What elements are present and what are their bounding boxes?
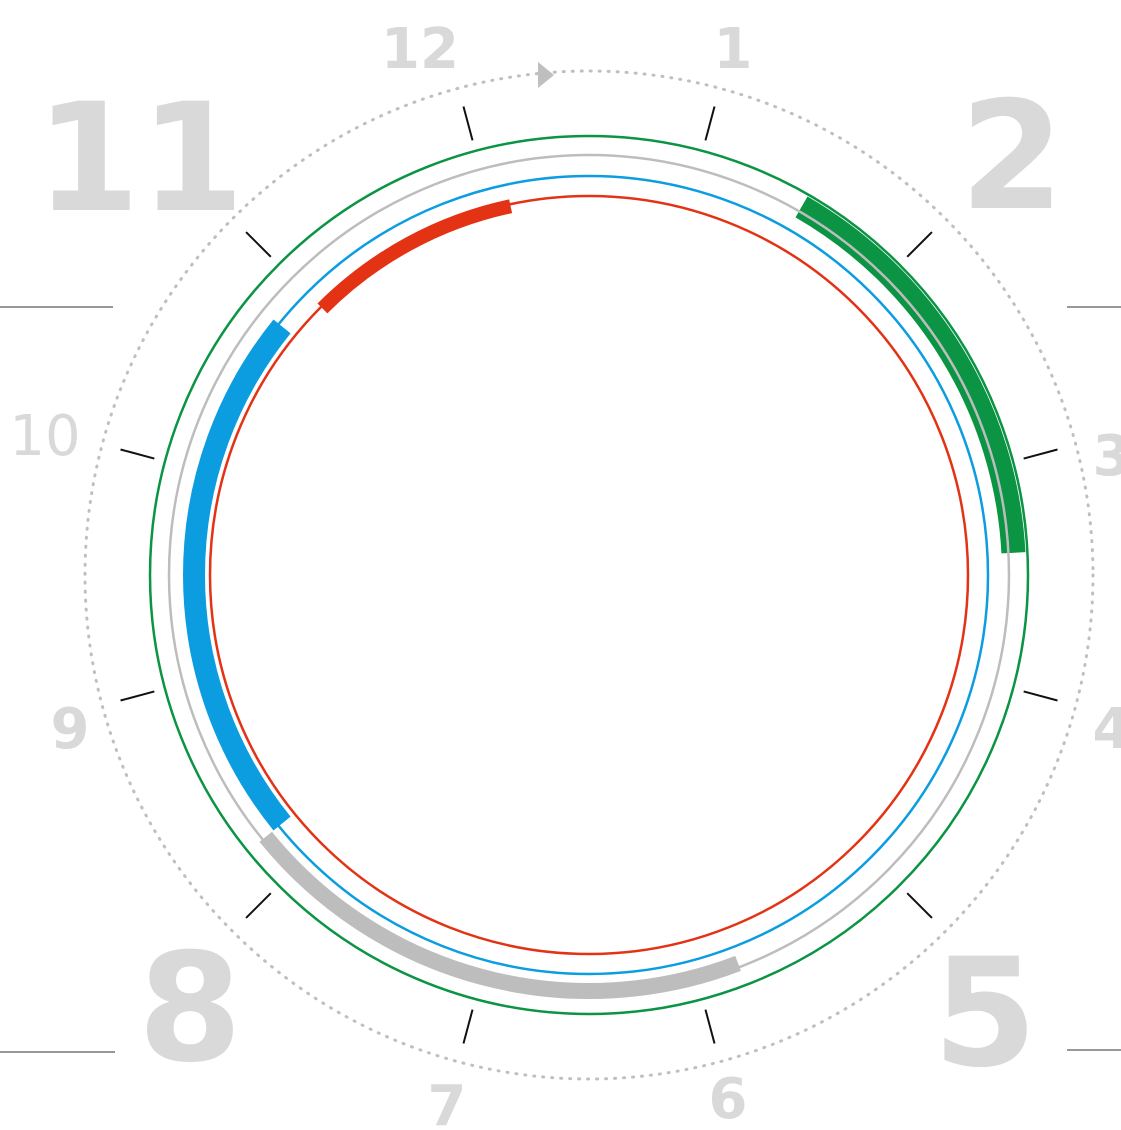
- tick-mark: [462, 106, 474, 141]
- hour-number-2: 2: [960, 70, 1064, 244]
- hour-number-8: 8: [138, 922, 242, 1096]
- hour-number-10: 10: [9, 404, 80, 469]
- hour-number-9: 9: [51, 697, 90, 762]
- hour-number-11: 11: [36, 72, 245, 246]
- red-ring: [208, 194, 970, 956]
- tick-mark: [245, 231, 272, 258]
- tick-mark: [704, 106, 716, 141]
- hour-number-6: 6: [709, 1067, 748, 1130]
- hour-number-5: 5: [933, 927, 1037, 1101]
- blue-ring-arc: [183, 319, 291, 831]
- hour-number-1: 1: [714, 17, 753, 82]
- tick-mark: [704, 1009, 716, 1044]
- tick-mark: [906, 892, 933, 919]
- hour-number-12: 12: [381, 17, 459, 82]
- tick-mark: [906, 231, 933, 258]
- hour-number-4: 4: [1093, 697, 1121, 762]
- dotted-track: [83, 69, 1095, 1081]
- blue-ring: [188, 174, 990, 976]
- tick-mark: [120, 448, 155, 460]
- green-ring-arc: [795, 196, 1026, 554]
- tick-mark: [1023, 690, 1058, 702]
- tick-mark: [1023, 448, 1058, 460]
- rings: [148, 134, 1030, 1016]
- tick-mark: [462, 1009, 474, 1044]
- tick-mark: [245, 892, 272, 919]
- hour-number-3: 3: [1093, 424, 1121, 489]
- play-arrow-icon: [538, 62, 554, 88]
- tick-mark: [120, 690, 155, 702]
- hour-ticks: [120, 106, 1058, 1044]
- hour-number-7: 7: [428, 1074, 467, 1130]
- green-ring: [148, 134, 1030, 1016]
- gray-ring-arc: [259, 831, 741, 999]
- red-ring-arc: [317, 199, 513, 314]
